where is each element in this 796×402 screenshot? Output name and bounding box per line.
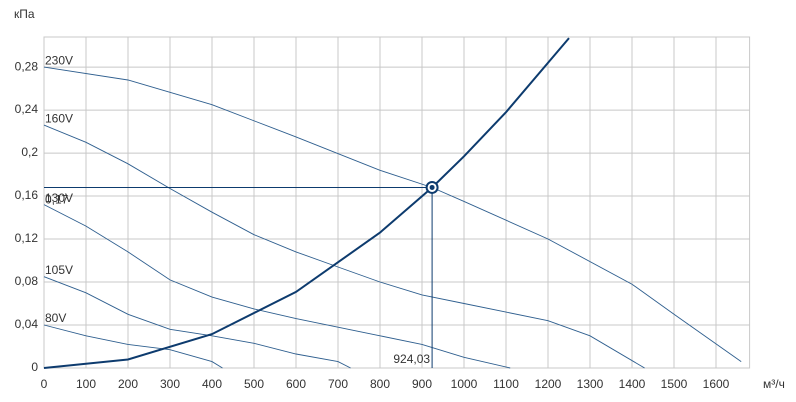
y-tick-label: 0,16 bbox=[15, 188, 39, 202]
y-tick-label: 0,12 bbox=[15, 231, 39, 245]
y-tick-label: 0 bbox=[31, 360, 38, 374]
x-tick-label: 200 bbox=[118, 377, 138, 391]
y-tick-label: 0,04 bbox=[15, 317, 39, 331]
x-tick-label: 100 bbox=[76, 377, 96, 391]
series-label: 160V bbox=[45, 111, 73, 125]
x-tick-label: 800 bbox=[370, 377, 390, 391]
x-tick-label: 0 bbox=[41, 377, 48, 391]
y-tick-label: 0,08 bbox=[15, 274, 39, 288]
operating-y-label: 0,17 bbox=[45, 193, 69, 207]
y-axis-label: кПа bbox=[14, 7, 35, 21]
y-tick-label: 0,2 bbox=[21, 145, 38, 159]
y-tick-label: 0,28 bbox=[15, 59, 39, 73]
x-tick-label: 700 bbox=[328, 377, 348, 391]
x-tick-label: 1100 bbox=[493, 377, 519, 391]
x-tick-label: 1400 bbox=[619, 377, 646, 391]
x-tick-label: 400 bbox=[202, 377, 222, 391]
x-tick-label: 1200 bbox=[535, 377, 562, 391]
x-tick-label: 1600 bbox=[703, 377, 730, 391]
x-tick-label: 1500 bbox=[661, 377, 688, 391]
fan-curve bbox=[43, 124, 645, 369]
series-label: 130V bbox=[45, 191, 73, 205]
series-label: 105V bbox=[45, 263, 73, 277]
series-label: 80V bbox=[45, 311, 66, 325]
x-tick-label: 900 bbox=[412, 377, 432, 391]
fan-curve bbox=[43, 204, 511, 369]
y-tick-label: 0,24 bbox=[15, 102, 39, 116]
x-tick-label: 500 bbox=[244, 377, 264, 391]
fan-curve bbox=[43, 324, 223, 369]
x-tick-label: 600 bbox=[286, 377, 306, 391]
system-curve bbox=[43, 37, 570, 369]
x-axis-label: м³/ч bbox=[763, 377, 785, 391]
operating-point-core bbox=[429, 184, 435, 190]
fan-curve bbox=[43, 276, 351, 369]
x-tick-label: 1000 bbox=[451, 377, 478, 391]
operating-x-label: 924,03 bbox=[393, 352, 430, 366]
x-tick-label: 300 bbox=[160, 377, 180, 391]
x-tick-label: 1300 bbox=[577, 377, 604, 391]
series-label: 230V bbox=[45, 53, 73, 67]
